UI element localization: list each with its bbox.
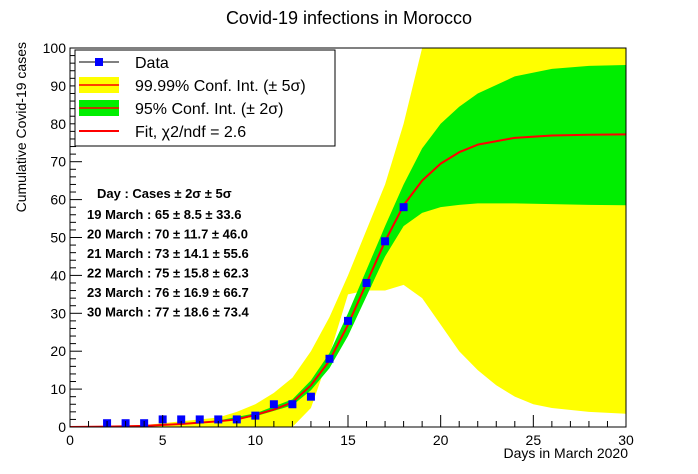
data-point (214, 415, 223, 424)
legend-label: Fit, χ2/ndf = 2.6 (135, 124, 246, 141)
data-point (306, 392, 315, 401)
annotation-row: 22 March : 75 ± 15.8 ± 62.3 (87, 266, 249, 281)
annotation-row: 30 March : 77 ± 18.6 ± 73.4 (87, 305, 249, 320)
x-tick-label: 0 (66, 432, 74, 448)
annotation-table: Day : Cases ± 2σ ± 5σ 19 March : 65 ± 8.5… (87, 186, 249, 320)
legend: Data 99.99% Conf. Int. (± 5σ) 95% Conf. In… (74, 49, 336, 147)
y-tick-label: 90 (50, 78, 66, 94)
x-tick-label: 20 (433, 432, 449, 448)
y-tick-label: 50 (50, 230, 66, 246)
legend-key-marker (95, 58, 103, 66)
data-point (325, 354, 334, 363)
band-2sigma (70, 65, 626, 427)
data-point (195, 415, 204, 424)
y-tick-label: 80 (50, 116, 66, 132)
annotation-row: 21 March : 73 ± 14.1 ± 55.6 (87, 246, 249, 261)
data-point (381, 237, 390, 246)
data-point (362, 278, 371, 287)
data-point (232, 415, 241, 424)
y-tick-label: 0 (58, 419, 66, 435)
legend-label: 95% Conf. Int. (± 2σ) (135, 101, 284, 118)
data-point (344, 316, 352, 325)
y-tick-label: 20 (50, 343, 66, 359)
x-tick-label: 10 (248, 432, 264, 448)
x-tick-label: 25 (526, 432, 542, 448)
data-point (288, 400, 297, 409)
annotation-row: 20 March : 70 ± 11.7 ± 46.0 (87, 227, 248, 242)
data-point (269, 400, 278, 409)
annotation-header: Day : Cases ± 2σ ± 5σ (97, 186, 232, 201)
annotation-row: 23 March : 76 ± 16.9 ± 66.7 (87, 285, 249, 300)
y-axis-label: Cumulative Covid-19 cases (13, 42, 29, 212)
y-tick-label: 10 (50, 381, 66, 397)
annotation-row: 19 March : 65 ± 8.5 ± 33.6 (87, 207, 241, 222)
y-tick-label: 70 (50, 154, 66, 170)
x-axis: 0 5 10 15 20 25 30 (66, 415, 634, 448)
y-tick-label: 30 (50, 305, 66, 321)
legend-label: 99.99% Conf. Int. (± 5σ) (135, 78, 306, 95)
x-tick-label: 15 (340, 432, 356, 448)
y-tick-label: 100 (43, 40, 67, 56)
x-tick-label: 5 (159, 432, 167, 448)
data-point (399, 203, 408, 212)
data-point (177, 415, 186, 424)
y-axis: 0 10 20 30 40 50 60 70 80 90 100 (43, 40, 82, 435)
chart-title: Covid-19 infections in Morocco (226, 8, 472, 28)
x-tick-label: 30 (618, 432, 634, 448)
x-axis-label: Days in March 2020 (503, 445, 628, 461)
legend-label: Data (135, 55, 169, 72)
y-tick-label: 60 (50, 192, 66, 208)
y-tick-label: 40 (50, 267, 66, 283)
